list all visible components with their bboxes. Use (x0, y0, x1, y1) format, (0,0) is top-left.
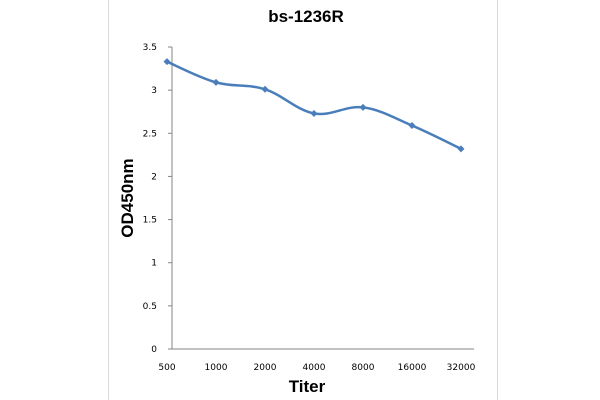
data-point-marker (163, 58, 171, 66)
series-group (163, 58, 465, 153)
data-point-marker (310, 109, 318, 117)
data-point-marker (359, 103, 367, 111)
y-tick-label: 2.5 (143, 129, 157, 139)
y-tick-label: 0.5 (143, 302, 157, 312)
x-tick-label: 32000 (447, 363, 476, 373)
y-tick-label: 1 (151, 259, 157, 269)
data-point-marker (408, 122, 416, 130)
x-axis-title: Titer (289, 377, 326, 396)
y-tick-label: 3.5 (143, 43, 157, 53)
y-tick-label: 1.5 (143, 216, 157, 226)
y-tick-label: 3 (151, 86, 157, 96)
x-tick-label: 500 (158, 363, 175, 373)
y-axis-title: OD450nm (118, 158, 137, 237)
x-tick-label: 2000 (254, 363, 277, 373)
x-tick-label: 1000 (205, 363, 228, 373)
data-point-marker (457, 145, 465, 153)
x-tick-label: 16000 (398, 363, 427, 373)
chart-title: bs-1236R (268, 7, 344, 26)
x-tick-label: 8000 (352, 363, 375, 373)
x-tick-label: 4000 (303, 363, 326, 373)
series-line (166, 60, 462, 150)
data-point-marker (212, 78, 220, 86)
x-axis-ticks: 500 1000 2000 4000 8000 16000 32000 (158, 363, 475, 373)
data-point-marker (261, 85, 269, 93)
y-tick-label: 2 (151, 172, 157, 182)
y-tick-label: 0 (151, 345, 157, 355)
y-axis-ticks: 0 0.5 1 1.5 2 2.5 3 3.5 (143, 43, 172, 355)
